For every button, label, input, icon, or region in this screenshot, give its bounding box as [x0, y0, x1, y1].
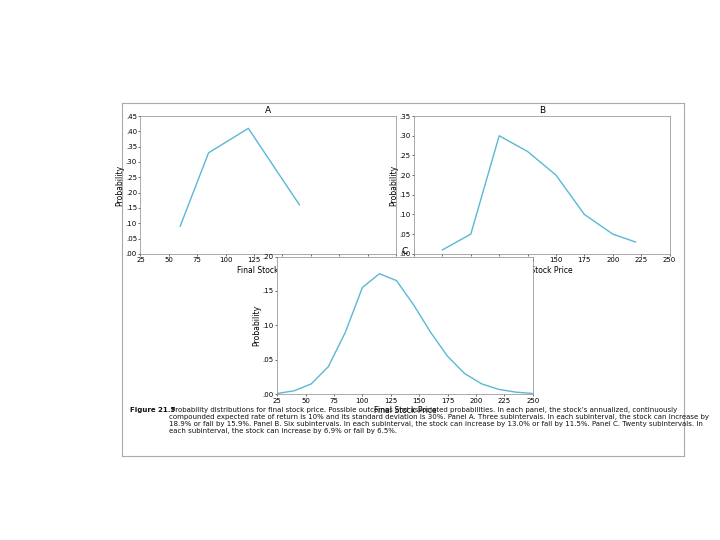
Y-axis label: Probability: Probability — [389, 164, 398, 206]
Text: Probability distributions for final stock price. Possible outcomes and associate: Probability distributions for final stoc… — [169, 407, 709, 434]
Text: BODIE, KANE, MARCUS: BODIE, KANE, MARCUS — [360, 515, 493, 525]
Y-axis label: Probability: Probability — [115, 164, 125, 206]
Text: Figure 21.5: Figure 21.5 — [130, 407, 175, 413]
Text: Probability Distribution: Probability Distribution — [29, 26, 527, 69]
Y-axis label: Probability: Probability — [252, 305, 261, 346]
Title: C: C — [402, 247, 408, 256]
Title: B: B — [539, 106, 545, 116]
Text: 21-16: 21-16 — [22, 513, 58, 526]
X-axis label: Final Stock Price: Final Stock Price — [237, 266, 300, 275]
Text: |: | — [498, 511, 503, 529]
X-axis label: Final Stock Price: Final Stock Price — [374, 407, 436, 415]
Text: INVESTMENTS: INVESTMENTS — [573, 511, 706, 529]
X-axis label: Final Stock Price: Final Stock Price — [510, 266, 573, 275]
Title: A: A — [265, 106, 271, 116]
